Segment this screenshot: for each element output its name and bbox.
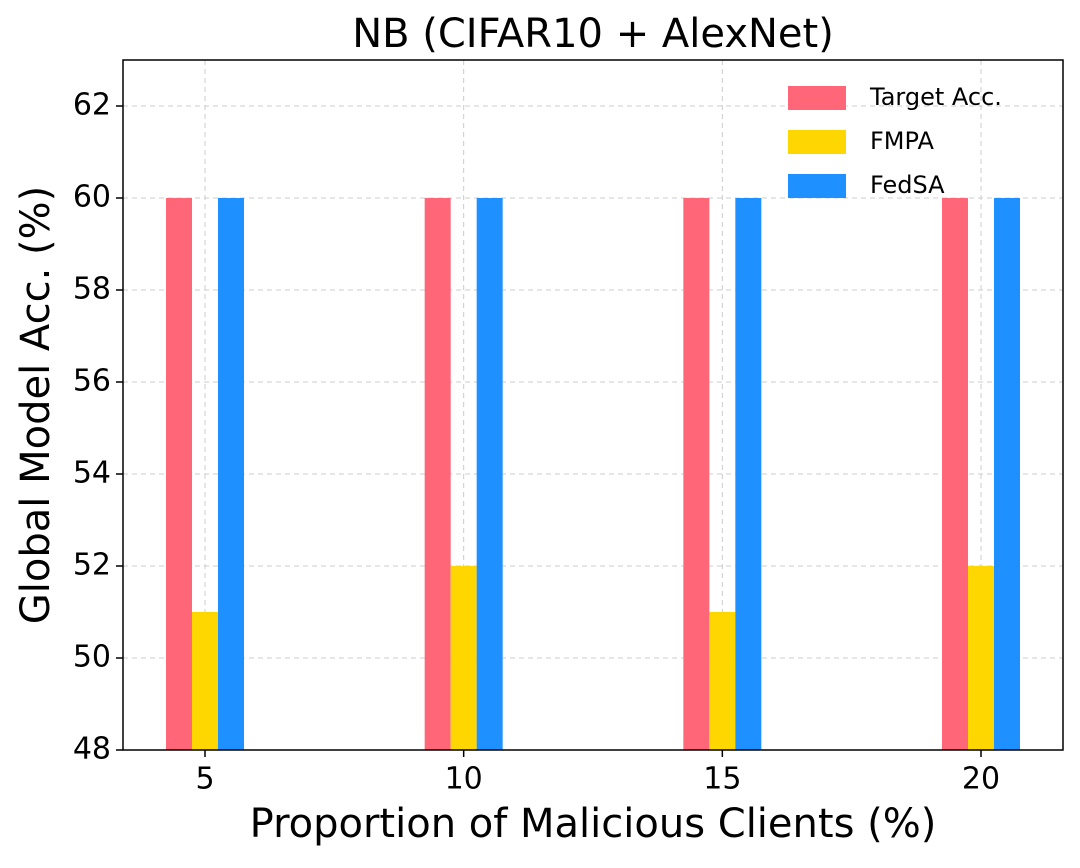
- legend-label: FedSA: [870, 171, 945, 199]
- x-tick-label: 5: [195, 762, 214, 797]
- x-axis-label: Proportion of Malicious Clients (%): [250, 801, 937, 847]
- x-tick-label: 20: [962, 762, 1000, 797]
- bar: [942, 198, 968, 750]
- x-tick-label: 15: [703, 762, 741, 797]
- bar: [424, 198, 451, 750]
- bar: [476, 198, 503, 750]
- plot-frame: [122, 59, 1064, 751]
- y-tick-label: 62: [73, 88, 111, 123]
- y-tick-label: 60: [73, 180, 111, 215]
- y-tick-label: 58: [73, 272, 111, 307]
- bar: [994, 198, 1020, 750]
- chart-title: NB (CIFAR10 + AlexNet): [352, 11, 834, 57]
- bar: [735, 198, 762, 750]
- y-tick-label: 48: [73, 732, 111, 767]
- y-tick-label: 50: [73, 640, 111, 675]
- bar: [166, 198, 192, 750]
- bar: [968, 566, 994, 750]
- y-tick-label: 52: [73, 548, 111, 583]
- bar: [218, 198, 244, 750]
- bar: [709, 612, 736, 750]
- legend-swatch: [788, 174, 846, 198]
- legend-label: Target Acc.: [869, 83, 1002, 111]
- bar: [683, 198, 710, 750]
- x-tick-label: 10: [445, 762, 483, 797]
- y-tick-label: 54: [73, 456, 111, 491]
- y-tick-label: 56: [73, 364, 111, 399]
- bar: [450, 566, 477, 750]
- legend-swatch: [788, 130, 846, 154]
- bar: [192, 612, 218, 750]
- legend-swatch: [788, 86, 846, 110]
- y-axis-label: Global Model Acc. (%): [13, 186, 59, 624]
- legend-label: FMPA: [870, 127, 934, 155]
